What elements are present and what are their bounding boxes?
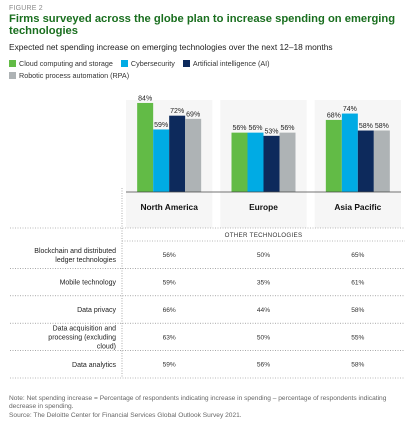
bar-robotic-process-automation-rpa-north-america (185, 118, 202, 192)
bar-cybersecurity-europe (247, 132, 264, 192)
table-cell-value: 66% (163, 307, 176, 314)
chart-legend: Cloud computing and storage Cybersecurity… (9, 58, 409, 82)
legend-swatch (182, 60, 190, 67)
legend-item-robotic-process-automation-rpa: Robotic process automation (RPA) (9, 70, 129, 82)
bar-cybersecurity-asia-pacific (341, 113, 358, 192)
bar-value-label: 58% (375, 123, 389, 130)
bar-value-label: 74% (343, 106, 357, 113)
legend-label: Cloud computing and storage (19, 59, 113, 68)
category-label-asia-pacific: Asia Pacific (334, 202, 381, 212)
table-header: OTHER TECHNOLOGIES (225, 232, 303, 239)
figure-label: FIGURE 2 (9, 5, 43, 12)
bar-artificial-intelligence-ai-europe (263, 135, 280, 192)
table-row-label: Data acquisition and processing (excludin… (48, 326, 116, 351)
bar-cloud-computing-and-storage-asia-pacific (325, 119, 342, 192)
table-cell-value: 44% (257, 307, 270, 314)
legend-label: Robotic process automation (RPA) (19, 71, 130, 80)
bar-robotic-process-automation-rpa-europe (279, 132, 296, 192)
legend-label: Artificial intelligence (AI) (192, 59, 270, 68)
bar-value-label: 53% (264, 128, 278, 135)
table-cell-value: 35% (257, 280, 270, 287)
bar-value-label: 56% (248, 125, 262, 132)
legend-swatch (9, 72, 16, 79)
legend-label: Cybersecurity (130, 59, 175, 68)
bar-value-label: 59% (154, 122, 168, 129)
table-cell-value: 58% (351, 307, 364, 314)
table-cell-value: 63% (163, 334, 176, 341)
table-cell-value: 59% (163, 280, 176, 287)
bar-robotic-process-automation-rpa-asia-pacific (373, 130, 390, 192)
chart-subtitle: Expected net spending increase on emergi… (9, 42, 333, 52)
table-cell-value: 56% (163, 252, 176, 259)
bar-artificial-intelligence-ai-asia-pacific (357, 130, 374, 192)
bar-value-label: 72% (170, 108, 184, 115)
legend-item-artificial-intelligence-ai: Artificial intelligence (AI) (182, 58, 270, 70)
bar-artificial-intelligence-ai-north-america (169, 115, 186, 192)
source-text: Source: The Deloitte Center for Financia… (9, 411, 242, 419)
chart-title: Firms surveyed across the globe plan to … (9, 13, 396, 38)
table-row-label: Mobile technology (60, 280, 117, 287)
bar-value-label: 56% (232, 125, 246, 132)
table-cell-value: 61% (351, 280, 364, 287)
bar-cloud-computing-and-storage-europe (231, 132, 248, 192)
legend-swatch (9, 60, 16, 67)
bar-value-label: 56% (280, 125, 294, 132)
legend-swatch (120, 60, 128, 67)
bar-value-label: 58% (359, 123, 373, 130)
footnote: Note: Net spending increase = Percentage… (9, 395, 413, 420)
table-row-label: Blockchain and distributed ledger technol… (34, 248, 116, 264)
bar-cybersecurity-north-america (153, 129, 170, 192)
bar-value-label: 68% (327, 112, 341, 119)
bar-value-label: 84% (138, 95, 152, 102)
note-text: Note: Net spending increase = Percentage… (9, 395, 387, 411)
legend-item-cybersecurity: Cybersecurity (120, 58, 175, 70)
table-cell-value: 58% (351, 362, 364, 369)
table-cell-value: 50% (257, 334, 270, 341)
table-cell-value: 65% (351, 252, 364, 259)
table-cell-value: 50% (257, 252, 270, 259)
bar-value-label: 69% (186, 111, 200, 118)
legend-item-cloud-computing-and-storage: Cloud computing and storage (9, 58, 113, 70)
table-row-label: Data privacy (77, 307, 116, 314)
bar-cloud-computing-and-storage-north-america (137, 102, 154, 192)
table-cell-value: 55% (351, 334, 364, 341)
category-label-north-america: North America (140, 202, 198, 212)
category-label-europe: Europe (249, 202, 278, 212)
table-cell-value: 59% (163, 362, 176, 369)
table-row-label: Data analytics (72, 362, 116, 369)
table-cell-value: 56% (257, 362, 270, 369)
